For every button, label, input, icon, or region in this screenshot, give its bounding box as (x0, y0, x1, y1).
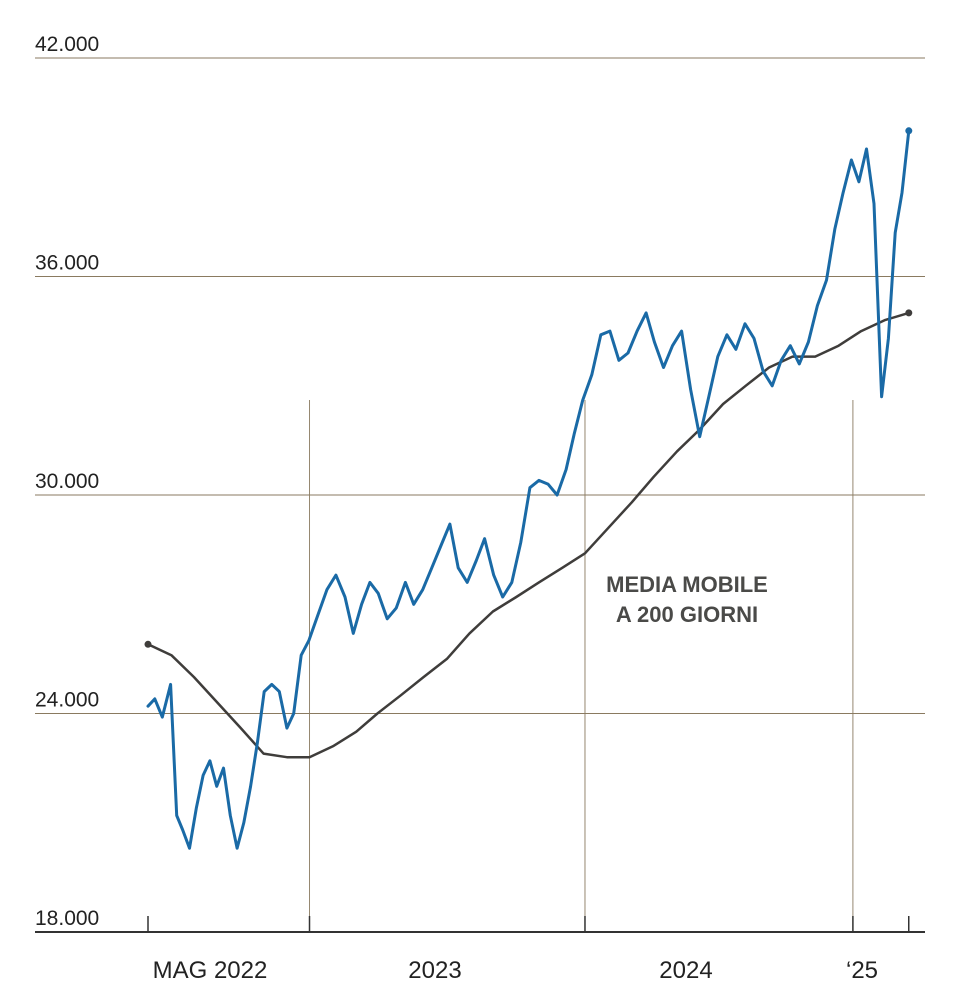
series-price (146, 127, 913, 850)
series-line-price (146, 129, 911, 850)
x-separators (309, 400, 854, 932)
x-tick-label-2023: 2023 (408, 957, 461, 984)
y-tick-label-24-000: 24.000 (35, 689, 99, 712)
y-tick-label-18-000: 18.000 (35, 907, 99, 930)
y-tick-label-30-000: 30.000 (35, 470, 99, 493)
ma-annotation-line-2: A 200 GIORNI (616, 602, 758, 627)
y-tick-label-36-000: 36.000 (35, 252, 99, 275)
x-tick-label-mag-2022: MAG 2022 (153, 957, 268, 984)
x-axis-ticks: MAG 2022 2023 2024 ‘25 (147, 916, 910, 984)
series-layer (144, 127, 913, 850)
y-axis-labels: 18.000 24.000 30.000 36.000 42.000 (35, 33, 99, 930)
y-tick-label-42-000: 42.000 (35, 33, 99, 56)
data-point-moving-average-33 (905, 309, 913, 317)
x-tick-label-25: ‘25 (846, 957, 878, 984)
x-tick-label-2024: 2024 (659, 957, 712, 984)
series-moving-average (144, 309, 913, 759)
data-point-price-92 (905, 127, 913, 135)
ma-annotation-line-1: MEDIA MOBILE (606, 572, 768, 597)
series-line-moving-average (146, 311, 911, 759)
data-point-moving-average-0 (144, 640, 152, 648)
gridlines (35, 57, 925, 714)
